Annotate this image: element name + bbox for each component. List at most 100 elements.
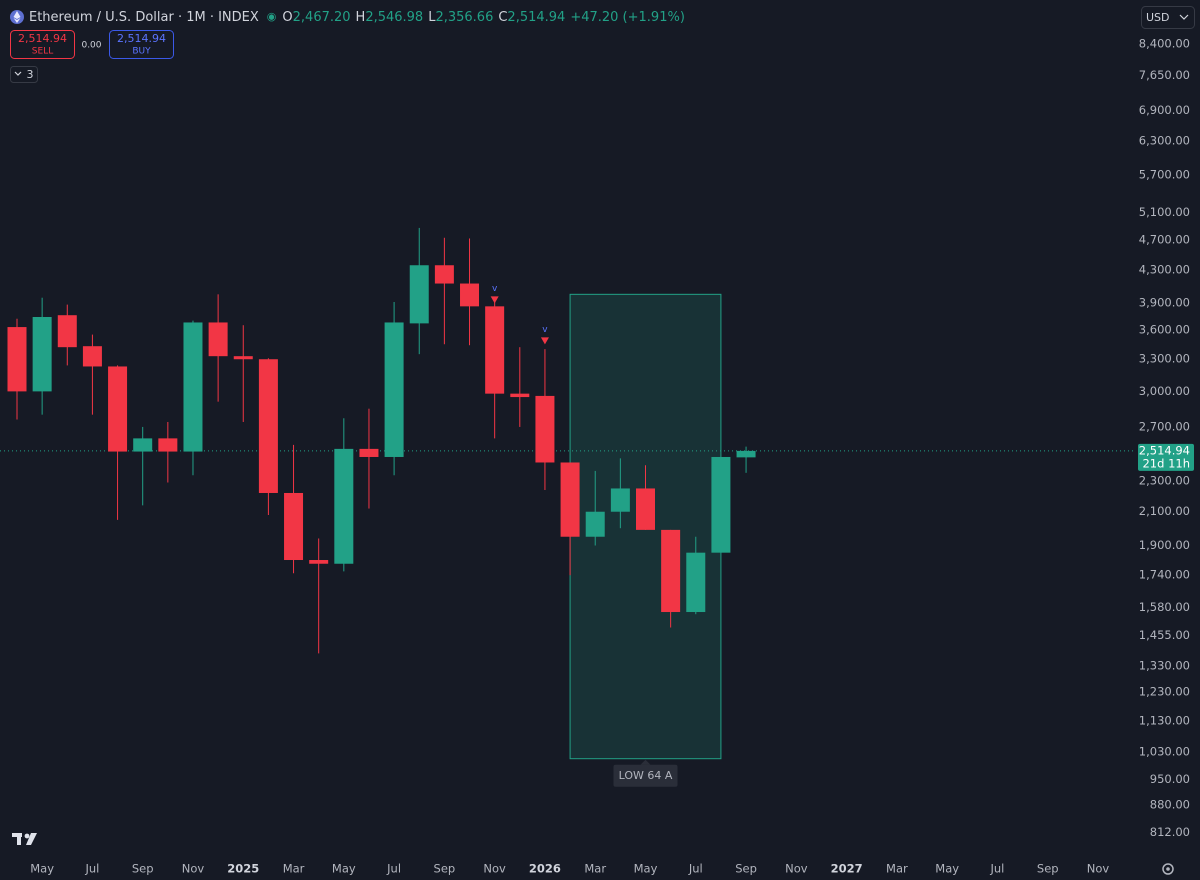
y-tick-label: 1,130.00: [1139, 713, 1190, 727]
candle-body: [460, 283, 480, 307]
signal-label: v: [492, 284, 498, 294]
candle-body: [208, 322, 228, 357]
buy-label: BUY: [132, 47, 151, 57]
candle-body: [510, 393, 530, 398]
x-tick-label: Mar: [283, 862, 305, 876]
candle-body: [108, 366, 128, 452]
y-tick-label: 5,100.00: [1139, 205, 1190, 219]
box-label-bg: [613, 764, 678, 787]
logo-part: [26, 833, 37, 845]
plot-area: LOW 64 A 8,400.00 7,650.00 6,900.00 6,300.00…: [0, 36, 1190, 876]
y-tick-label: 2,300.00: [1139, 474, 1190, 488]
y-tick-label: 7,650.00: [1139, 68, 1190, 82]
ohlc-key: O: [282, 10, 292, 25]
candle-body: [82, 346, 102, 367]
x-tick-label: May: [30, 862, 54, 876]
x-tick-label: Sep: [1037, 862, 1059, 876]
chevron-icon: [1179, 14, 1189, 20]
ohlc-value: 2,546.98: [365, 10, 423, 25]
y-tick-label: 812.00: [1150, 825, 1190, 839]
candle-body: [711, 456, 731, 553]
symbol-icon-glyph: [13, 11, 21, 23]
x-tick-label: May: [634, 862, 658, 876]
ohlc-key: L: [428, 10, 436, 25]
logo-part: [17, 833, 21, 845]
spread: 0.00: [81, 41, 101, 51]
sell-label: SELL: [32, 47, 53, 57]
buy-button[interactable]: [109, 30, 174, 59]
signal-label: v: [542, 325, 548, 335]
last-price-label: 2,514.94: [1139, 443, 1190, 457]
buy-price: 2,514.94: [117, 32, 166, 45]
sell-button[interactable]: [10, 30, 75, 59]
y-tick-label: 2,700.00: [1139, 419, 1190, 433]
candle-body: [636, 488, 655, 530]
y-tick-label: 1,740.00: [1139, 568, 1190, 582]
x-tick-label: May: [935, 862, 959, 876]
candle-body: [409, 265, 429, 324]
header: Ethereum / U.S. Dollar · 1M · INDEX ◉ O2,4…: [29, 10, 685, 25]
candle-body: [7, 327, 27, 392]
y-tick-label: 1,900.00: [1139, 538, 1190, 552]
ohlc-key: C: [498, 10, 507, 25]
logo-part: [24, 833, 30, 839]
x-tick-label: Jul: [688, 862, 703, 876]
x-tick-label: Nov: [1087, 862, 1110, 876]
y-tick-label: 4,700.00: [1139, 232, 1190, 246]
candle-body: [535, 395, 555, 463]
candle-body: [334, 448, 354, 564]
y-tick-label: 6,300.00: [1139, 134, 1190, 148]
x-tick-label: 2027: [831, 862, 863, 876]
currency: USD: [1146, 11, 1170, 24]
y-tick-label: 8,400.00: [1139, 36, 1190, 50]
x-tick-label: Sep: [132, 862, 154, 876]
candle-body: [384, 322, 404, 457]
chart-title: Ethereum / U.S. Dollar · 1M · INDEX: [29, 10, 259, 25]
candle-body: [610, 488, 630, 512]
candle-body: [686, 552, 706, 613]
settings-icon: [1166, 867, 1170, 871]
x-tick-label: Mar: [886, 862, 908, 876]
y-tick-label: 4,300.00: [1139, 262, 1190, 276]
currency-button[interactable]: [1141, 6, 1195, 29]
candle-body: [57, 315, 77, 348]
y-tick-label: 880.00: [1150, 798, 1190, 812]
y-tick-label: 3,000.00: [1139, 384, 1190, 398]
chevron-icon: [14, 71, 22, 76]
indicators-toggle[interactable]: [10, 66, 38, 83]
candle-body: [258, 359, 278, 493]
box-label-pointer: [640, 759, 651, 765]
y-tick-label: 1,455.00: [1139, 628, 1190, 642]
y-tick-label: 5,700.00: [1139, 167, 1190, 181]
status-dot: ◉: [267, 10, 277, 23]
candle-body: [560, 462, 580, 537]
x-tick-label: 2025: [227, 862, 259, 876]
candle-body: [183, 322, 203, 452]
y-tick-label: 1,580.00: [1139, 600, 1190, 614]
y-tick-label: 1,230.00: [1139, 685, 1190, 699]
candle-body: [158, 438, 178, 452]
settings-button[interactable]: [1162, 863, 1174, 875]
ohlc-value: 2,514.94: [507, 10, 565, 25]
y-tick-label: 950.00: [1150, 772, 1190, 786]
indicator-count: 3: [27, 68, 34, 81]
candle-body: [434, 265, 454, 284]
y-tick-label: 3,900.00: [1139, 295, 1190, 309]
logo: [12, 833, 37, 845]
candle-body: [309, 560, 329, 564]
sell-price: 2,514.94: [18, 32, 67, 45]
y-tick-label: 3,300.00: [1139, 352, 1190, 366]
candle-body: [661, 529, 681, 613]
x-tick-label: Nov: [483, 862, 506, 876]
x-tick-label: Nov: [785, 862, 808, 876]
candle-body: [284, 492, 304, 561]
countdown-label: 21d 11h: [1142, 456, 1190, 470]
candle-body: [32, 317, 52, 392]
y-tick-label: 1,330.00: [1139, 658, 1190, 672]
x-tick-label: Mar: [584, 862, 606, 876]
signal-marker: [490, 296, 499, 304]
signal-marker: [540, 337, 549, 345]
last-price-tag: [1138, 443, 1194, 471]
change: +47.20 (+1.91%): [570, 10, 685, 25]
